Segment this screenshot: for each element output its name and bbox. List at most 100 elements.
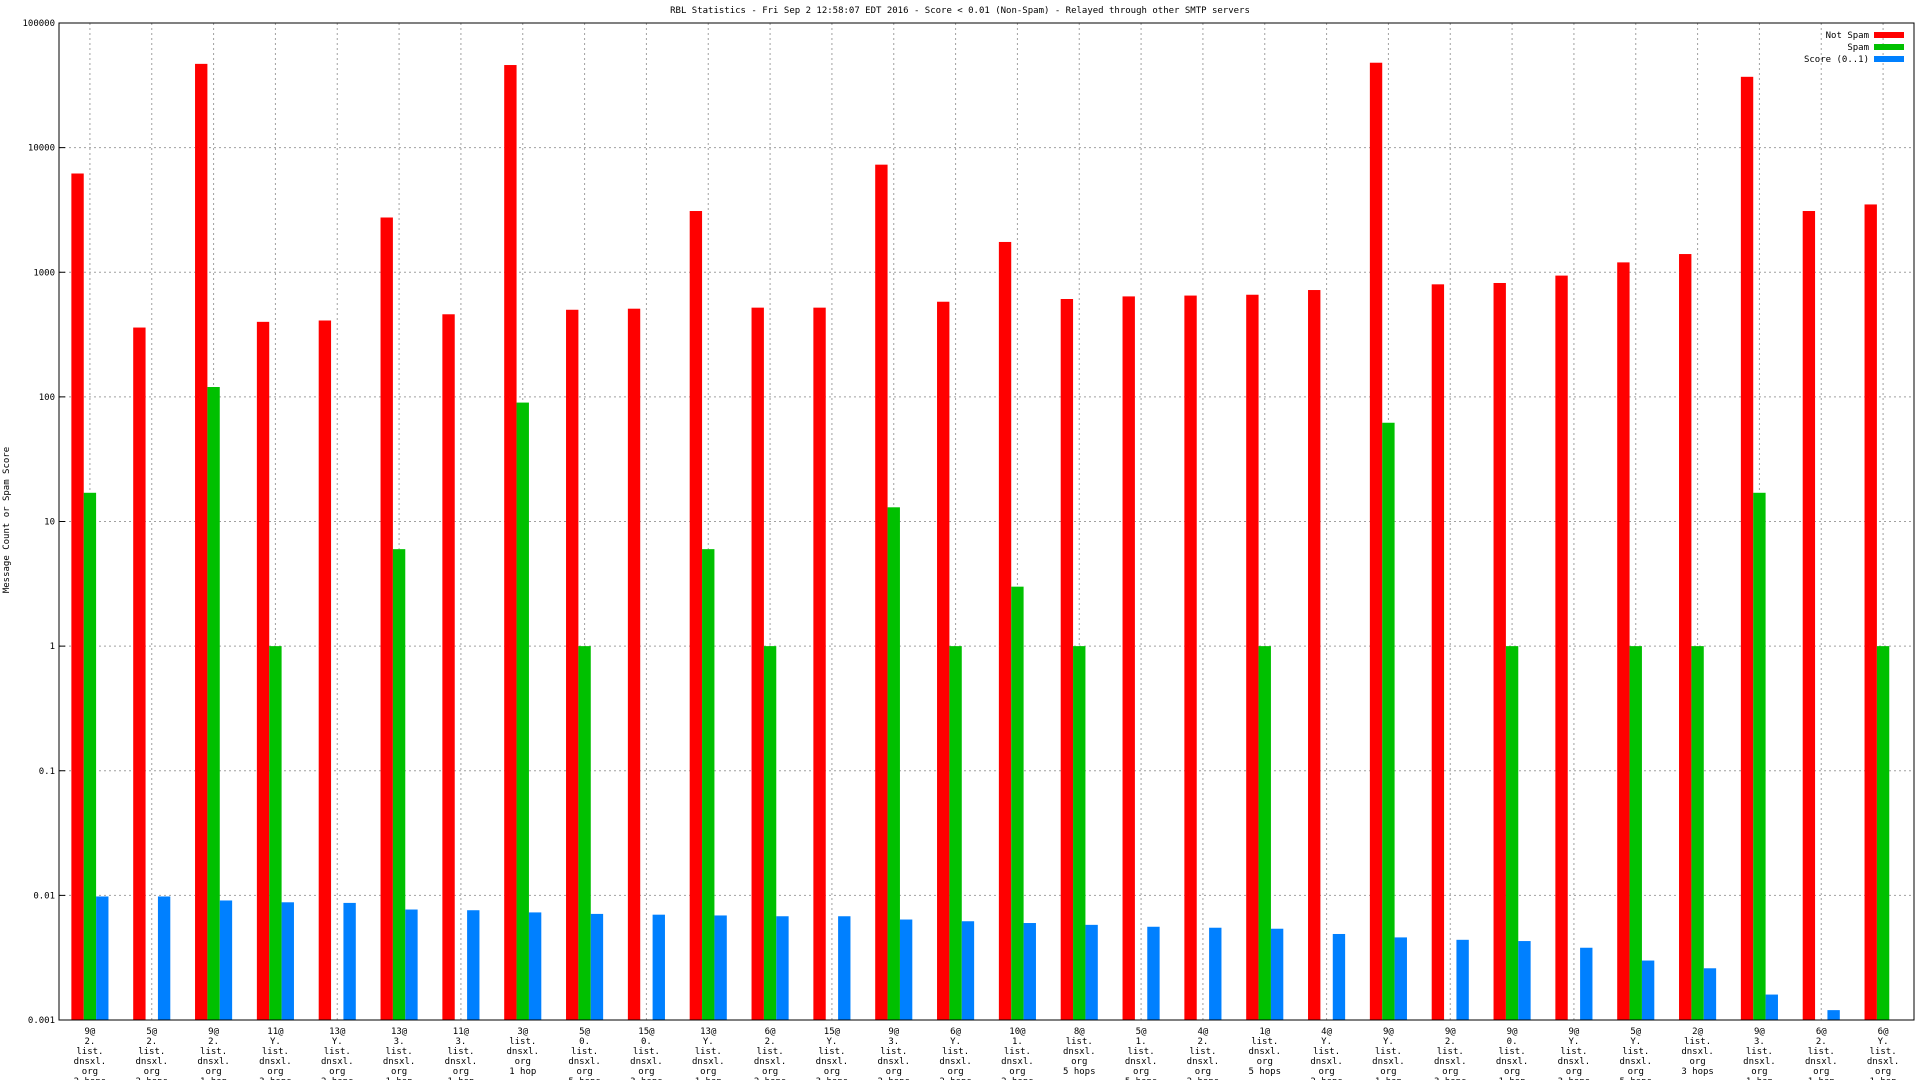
bar bbox=[1518, 941, 1531, 1020]
bar bbox=[1580, 947, 1593, 1020]
bar bbox=[813, 307, 826, 1021]
bar bbox=[702, 549, 715, 1020]
x-tick-label: 2@ list. dnsxl. org 3 hops bbox=[1681, 1027, 1714, 1077]
legend-swatch bbox=[1874, 56, 1904, 62]
y-tick-label: 0.001 bbox=[28, 1016, 55, 1026]
bar bbox=[1876, 646, 1890, 1020]
bar bbox=[887, 507, 900, 1020]
bar bbox=[1073, 646, 1086, 1020]
bar bbox=[219, 900, 233, 1020]
plot-border bbox=[58, 22, 1915, 1021]
bar bbox=[937, 301, 950, 1020]
chart-title: RBL Statistics - Fri Sep 2 12:58:07 EDT … bbox=[670, 6, 1250, 16]
bar bbox=[875, 164, 888, 1020]
legend-swatch bbox=[1874, 44, 1904, 50]
y-tick-label: 0.1 bbox=[39, 767, 55, 777]
bar bbox=[1258, 646, 1271, 1020]
bar bbox=[1085, 924, 1098, 1020]
y-tick-label: 100000 bbox=[22, 19, 55, 29]
bar bbox=[763, 646, 777, 1020]
bar bbox=[207, 387, 220, 1020]
bar bbox=[318, 320, 332, 1020]
bar bbox=[1864, 204, 1877, 1020]
y-tick-label: 0.01 bbox=[33, 891, 55, 901]
bar bbox=[467, 910, 480, 1020]
bar bbox=[1629, 646, 1642, 1020]
bar bbox=[405, 909, 418, 1020]
bar bbox=[1431, 284, 1445, 1021]
bar bbox=[1209, 927, 1222, 1020]
bar bbox=[1270, 928, 1284, 1020]
legend-label: Score (0..1) bbox=[1804, 55, 1869, 65]
bar bbox=[343, 902, 356, 1020]
bar bbox=[1505, 646, 1519, 1020]
y-tick-label: 10000 bbox=[28, 144, 55, 154]
bar bbox=[256, 321, 270, 1020]
legend-label: Spam bbox=[1847, 43, 1869, 53]
bar bbox=[1308, 290, 1321, 1021]
bar bbox=[566, 309, 579, 1020]
bar bbox=[578, 646, 591, 1020]
bar bbox=[1246, 294, 1259, 1020]
bar bbox=[998, 241, 1012, 1021]
bar bbox=[1369, 62, 1383, 1020]
x-tick-label: 1@ list. dnsxl. org 5 hops bbox=[1248, 1027, 1281, 1077]
bar bbox=[1023, 923, 1036, 1020]
bar bbox=[1184, 295, 1197, 1020]
bar bbox=[71, 173, 84, 1021]
bar bbox=[133, 327, 146, 1021]
bar bbox=[380, 217, 393, 1020]
bar bbox=[516, 402, 529, 1020]
bar bbox=[838, 916, 851, 1020]
bar bbox=[1765, 994, 1778, 1020]
bar bbox=[1740, 76, 1754, 1020]
bar bbox=[1703, 968, 1717, 1020]
bar bbox=[590, 913, 604, 1020]
bar bbox=[96, 896, 109, 1020]
bar bbox=[627, 308, 641, 1020]
bar bbox=[528, 912, 542, 1020]
bar bbox=[1147, 926, 1160, 1020]
bar bbox=[949, 646, 962, 1020]
x-tick-label: 3@ list. dnsxl. org 1 hop bbox=[506, 1027, 539, 1077]
bar bbox=[83, 492, 97, 1021]
bar bbox=[1456, 939, 1469, 1020]
bar bbox=[1617, 262, 1630, 1020]
y-tick-label: 100 bbox=[39, 393, 55, 403]
y-axis-label: Message Count or Spam Score bbox=[2, 447, 12, 593]
legend-swatch bbox=[1874, 32, 1904, 38]
bar bbox=[269, 646, 282, 1020]
y-tick-label: 1000 bbox=[33, 268, 55, 278]
bar bbox=[1011, 586, 1024, 1020]
x-tick-label: 8@ list. dnsxl. org 5 hops bbox=[1063, 1027, 1096, 1077]
bar bbox=[1691, 646, 1704, 1020]
bar bbox=[1493, 282, 1506, 1020]
bar bbox=[689, 211, 703, 1021]
bar bbox=[281, 902, 294, 1020]
bar bbox=[1394, 937, 1407, 1020]
bar bbox=[157, 896, 171, 1020]
bar bbox=[442, 314, 455, 1020]
legend-label: Not Spam bbox=[1826, 31, 1869, 41]
bar bbox=[1060, 299, 1074, 1020]
